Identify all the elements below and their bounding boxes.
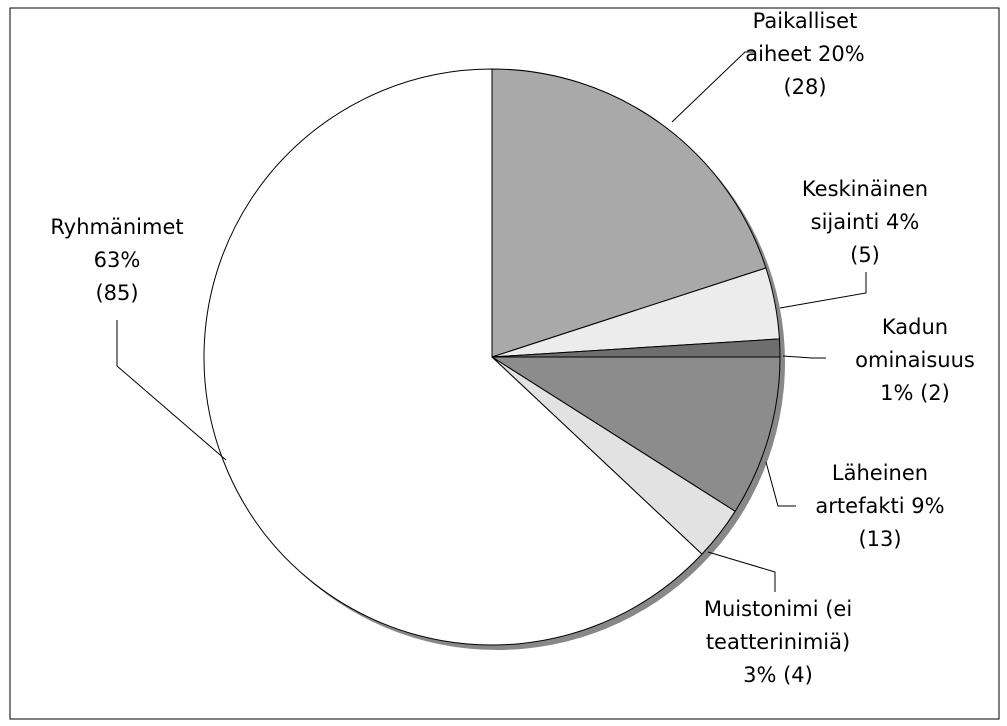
- slice-label: 3% (4): [743, 663, 813, 687]
- slice-label: (5): [850, 243, 880, 267]
- slice-label: Paikalliset: [753, 9, 858, 33]
- leader-line: [671, 51, 756, 123]
- slice-label: Läheinen: [832, 461, 928, 485]
- slice-label: Ryhmänimet: [50, 215, 183, 239]
- leader-line: [782, 355, 826, 359]
- slice-label: artefakti 9%: [815, 494, 944, 518]
- pie-slice: [490, 356, 781, 513]
- leader-line: [707, 551, 776, 592]
- slice-label: (28): [783, 75, 826, 99]
- slice-label: aiheet 20%: [745, 42, 864, 66]
- leader-line: [116, 320, 227, 461]
- slice-label: teatterinimiä): [706, 630, 850, 654]
- slice-label: Keskinäinen: [802, 177, 928, 201]
- leader-line: [765, 461, 796, 507]
- slice-label: (85): [95, 281, 138, 305]
- slice-label: sijainti 4%: [811, 210, 920, 234]
- slices: [203, 68, 781, 646]
- slice-label: (13): [858, 527, 901, 551]
- leader-line: [779, 272, 867, 309]
- labels: Paikalliset aiheet 20% (28) Keskinäinen sija…: [50, 9, 974, 687]
- pie-slice: [203, 68, 703, 646]
- slice-label: 63%: [94, 248, 141, 272]
- slice-label: 1% (2): [880, 381, 950, 405]
- slice-label: Kadun: [882, 315, 948, 339]
- slice-label: ominaisuus: [855, 348, 975, 372]
- slice-label: Muistonimi (ei: [704, 597, 852, 621]
- leader-lines: [116, 51, 867, 592]
- pie-slice: [491, 68, 767, 358]
